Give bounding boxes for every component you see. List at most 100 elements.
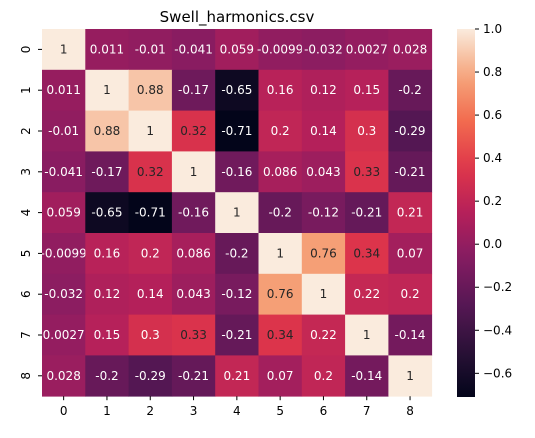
chart-title: Swell_harmonics.csv bbox=[160, 8, 315, 27]
heatmap-cell bbox=[215, 273, 259, 315]
heatmap-cell bbox=[128, 151, 173, 193]
heatmap-cell bbox=[345, 69, 389, 111]
heatmap-cell bbox=[171, 314, 216, 356]
cell-value-label: 0.22 bbox=[310, 328, 337, 342]
y-tick-label: 3 bbox=[19, 168, 33, 176]
heatmap-cell bbox=[301, 151, 346, 193]
colorbar-tick-label: 0.4 bbox=[483, 151, 502, 165]
heatmap-cell bbox=[258, 151, 303, 193]
heatmap-cell bbox=[215, 355, 259, 397]
cell-value-label: -0.21 bbox=[351, 206, 382, 220]
heatmap-cell bbox=[85, 273, 129, 315]
cell-value-label: 0.2 bbox=[141, 246, 160, 260]
cell-value-label: 0.76 bbox=[310, 246, 337, 260]
y-axis-ticks: 0 1 2 3 4 5 6 7 8 bbox=[19, 46, 42, 380]
heatmap-cell bbox=[128, 314, 173, 356]
heatmap-cell bbox=[171, 273, 216, 315]
y-tick-label: 7 bbox=[19, 331, 33, 339]
colorbar-tick-label: 0.2 bbox=[483, 194, 502, 208]
cell-value-label: 0.33 bbox=[353, 165, 380, 179]
cell-value-label: -0.21 bbox=[395, 165, 426, 179]
colorbar-tick-label: −0.4 bbox=[483, 323, 512, 337]
heatmap-cell bbox=[388, 192, 433, 234]
cell-value-label: 0.88 bbox=[137, 83, 164, 97]
cell-value-label: 1 bbox=[146, 124, 154, 138]
x-tick-label: 2 bbox=[146, 404, 154, 418]
heatmap-cell bbox=[85, 192, 129, 234]
heatmap-cell bbox=[258, 314, 303, 356]
heatmap-cell bbox=[215, 233, 259, 275]
cell-value-label: -0.29 bbox=[135, 369, 166, 383]
cell-value-label: 0.32 bbox=[137, 165, 164, 179]
heatmap-cell bbox=[85, 355, 129, 397]
cell-value-label: 0.011 bbox=[46, 83, 80, 97]
heatmap-cell bbox=[388, 314, 433, 356]
colorbar-tick-label: 0.0 bbox=[483, 237, 502, 251]
heatmap-cell bbox=[42, 314, 86, 356]
heatmap-cell bbox=[215, 151, 259, 193]
heatmap-cell bbox=[128, 69, 173, 111]
heatmap-cell bbox=[215, 192, 259, 234]
heatmap-cell bbox=[388, 69, 433, 111]
heatmap-cell bbox=[85, 314, 129, 356]
cell-value-label: 1 bbox=[406, 369, 414, 383]
colorbar-tick-label: 0.8 bbox=[483, 65, 502, 79]
heatmap-cell bbox=[345, 192, 389, 234]
cell-value-label: 0.028 bbox=[393, 42, 427, 56]
heatmap-cell bbox=[42, 69, 86, 111]
cell-value-label: -0.17 bbox=[91, 165, 122, 179]
cell-value-label: -0.2 bbox=[95, 369, 118, 383]
heatmap-cells: 1 0.011 -0.01 -0.041 0.059 -0.0099 -0.032 0.002… bbox=[40, 29, 433, 397]
cell-value-label: -0.21 bbox=[178, 369, 209, 383]
heatmap-cell bbox=[128, 110, 173, 152]
cell-value-label: -0.71 bbox=[221, 124, 252, 138]
cell-value-label: 0.086 bbox=[176, 246, 210, 260]
heatmap-cell bbox=[171, 110, 216, 152]
heatmap-cell bbox=[388, 29, 433, 71]
cell-value-label: 0.3 bbox=[357, 124, 376, 138]
heatmap-cell bbox=[345, 110, 389, 152]
cell-value-label: 0.14 bbox=[137, 287, 164, 301]
heatmap-cell bbox=[215, 314, 259, 356]
heatmap-cell bbox=[258, 273, 303, 315]
cell-value-label: -0.2 bbox=[268, 206, 291, 220]
x-tick-label: 7 bbox=[363, 404, 371, 418]
heatmap-cell bbox=[345, 355, 389, 397]
cell-value-label: 0.2 bbox=[271, 124, 290, 138]
heatmap-cell bbox=[388, 233, 433, 275]
cell-value-label: -0.032 bbox=[44, 287, 83, 301]
heatmap-cell bbox=[85, 110, 129, 152]
cell-value-label: -0.01 bbox=[135, 42, 166, 56]
cell-value-label: 0.12 bbox=[94, 287, 121, 301]
heatmap-cell bbox=[171, 29, 216, 71]
x-tick-label: 8 bbox=[406, 404, 414, 418]
cell-value-label: 0.059 bbox=[46, 206, 80, 220]
y-tick-label: 0 bbox=[19, 46, 33, 54]
cell-value-label: -0.2 bbox=[398, 83, 421, 97]
colorbar-tick-label: −0.2 bbox=[483, 280, 512, 294]
cell-value-label: 0.3 bbox=[141, 328, 160, 342]
cell-value-label: 0.88 bbox=[94, 124, 121, 138]
x-tick-label: 3 bbox=[190, 404, 198, 418]
cell-value-label: 0.32 bbox=[180, 124, 207, 138]
y-tick-label: 1 bbox=[19, 86, 33, 94]
heatmap-cell bbox=[301, 69, 346, 111]
heatmap-cell bbox=[171, 151, 216, 193]
heatmap-cell bbox=[128, 233, 173, 275]
cell-value-label: 0.15 bbox=[94, 328, 121, 342]
heatmap-cell bbox=[215, 69, 259, 111]
colorbar-tick-label: −0.6 bbox=[483, 366, 512, 380]
heatmap-cell bbox=[128, 273, 173, 315]
cell-value-label: -0.0099 bbox=[40, 246, 86, 260]
heatmap-cell bbox=[85, 29, 129, 71]
colorbar-tick-label: 0.6 bbox=[483, 108, 502, 122]
cell-value-label: -0.0099 bbox=[257, 42, 303, 56]
heatmap-cell bbox=[301, 355, 346, 397]
heatmap-cell bbox=[85, 233, 129, 275]
colorbar-tick-label: 1.0 bbox=[483, 22, 502, 36]
cell-value-label: -0.12 bbox=[221, 287, 252, 301]
heatmap-cell bbox=[345, 233, 389, 275]
cell-value-label: 0.12 bbox=[310, 83, 337, 97]
cell-value-label: 0.21 bbox=[397, 206, 424, 220]
